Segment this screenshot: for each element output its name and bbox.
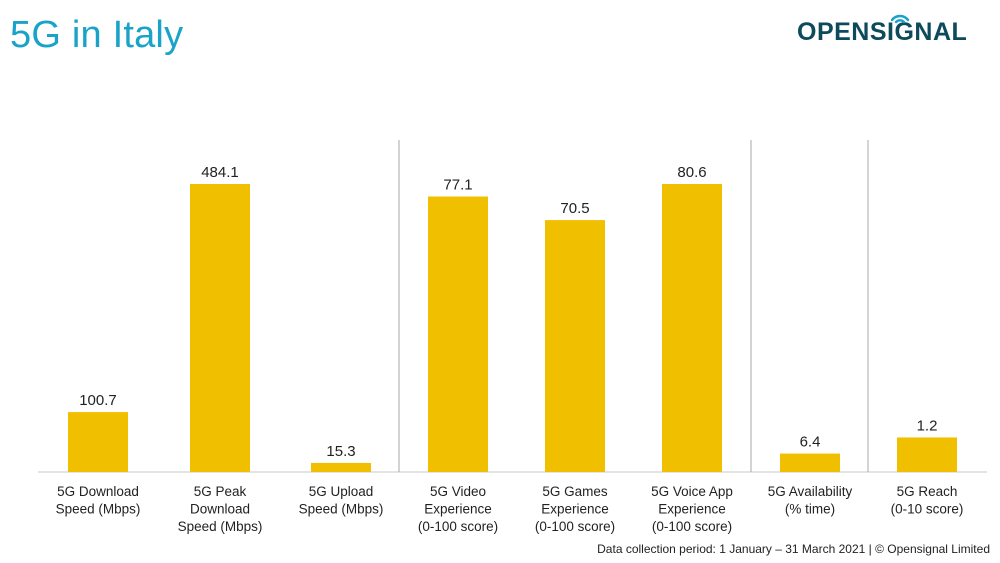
- bar: [662, 184, 722, 472]
- category-label: Speed (Mbps): [178, 519, 263, 534]
- category-label: Download: [190, 502, 250, 517]
- value-label: 70.5: [560, 200, 589, 217]
- footer-note: Data collection period: 1 January – 31 M…: [597, 542, 990, 556]
- bar: [428, 196, 488, 472]
- category-label: (0-10 score): [891, 502, 964, 517]
- bar: [897, 437, 957, 472]
- category-label: (0-100 score): [652, 519, 732, 534]
- category-label: 5G Video: [430, 484, 486, 499]
- category-label: Experience: [658, 502, 726, 517]
- category-label: Speed (Mbps): [56, 502, 141, 517]
- category-label: 5G Reach: [897, 484, 958, 499]
- value-label: 484.1: [201, 164, 239, 181]
- category-label: (0-100 score): [535, 519, 615, 534]
- category-label: 5G Upload: [309, 484, 374, 499]
- category-label: 5G Voice App: [651, 484, 733, 499]
- signal-icon: [890, 14, 910, 24]
- category-label: Experience: [424, 502, 492, 517]
- category-label: Speed (Mbps): [299, 502, 384, 517]
- bar: [545, 220, 605, 472]
- value-label: 80.6: [677, 164, 706, 181]
- value-label: 100.7: [79, 392, 117, 409]
- page-title: 5G in Italy: [10, 14, 184, 56]
- bar: [780, 453, 840, 472]
- category-label: (0-100 score): [418, 519, 498, 534]
- value-label: 77.1: [443, 177, 472, 194]
- value-label: 6.4: [800, 434, 821, 451]
- category-label: 5G Peak: [194, 484, 247, 499]
- category-label: (% time): [785, 502, 835, 517]
- category-label: 5G Download: [57, 484, 139, 499]
- category-label: Experience: [541, 502, 609, 517]
- bar: [190, 184, 250, 472]
- category-label: 5G Availability: [768, 484, 853, 499]
- category-label: 5G Games: [542, 484, 608, 499]
- opensignal-logo: OPENSIGNAL: [797, 14, 987, 54]
- bar: [311, 462, 371, 472]
- value-label: 1.2: [917, 417, 938, 434]
- bar: [68, 412, 128, 472]
- logo-text: OPENSIGNAL: [797, 18, 968, 46]
- value-label: 15.3: [326, 443, 355, 460]
